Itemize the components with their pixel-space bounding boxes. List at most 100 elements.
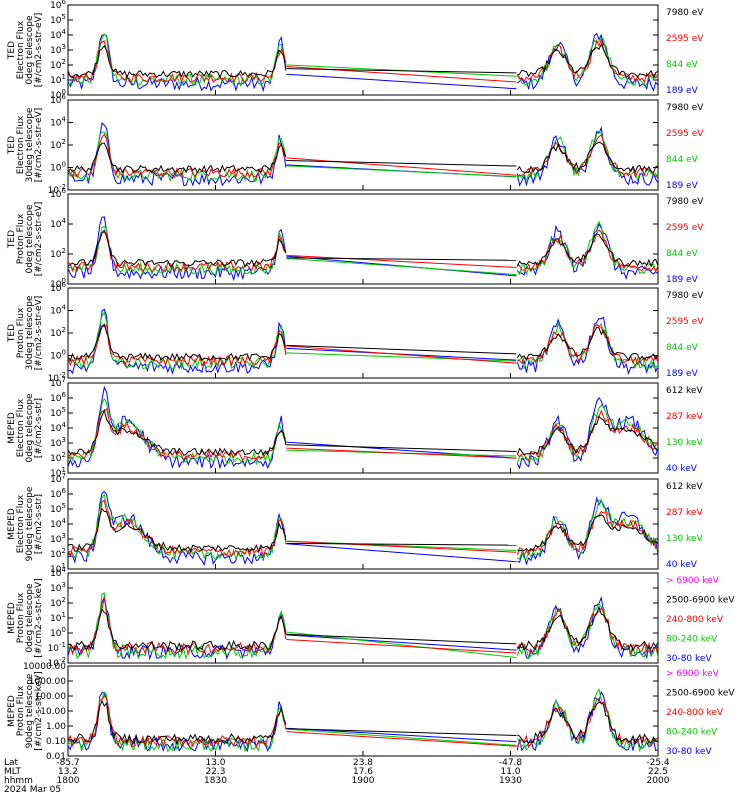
y-tick-label: 10-2 [48, 371, 66, 384]
y-axis-label: 90deg telescope [25, 486, 35, 561]
legend-entry: 844 eV [666, 249, 699, 259]
y-tick-label: 107 [50, 472, 66, 485]
series-gap-line [286, 352, 517, 362]
y-axis-label: [#/cm2-s-str-eV] [34, 296, 44, 371]
y-tick-label: 0.10 [46, 737, 66, 747]
legend-entry: 2595 eV [666, 34, 704, 44]
legend-entry: 2595 eV [666, 223, 704, 233]
y-axis-label: MEPED [7, 508, 17, 540]
y-tick-label: 103 [50, 532, 66, 545]
series-trace [516, 141, 659, 174]
legend-entry: 2595 eV [666, 317, 704, 327]
legend-entry: 844 eV [666, 155, 699, 165]
panel-2: 10-2 100 102 104 106 TED Electron Flux 30deg te… [7, 93, 704, 196]
series-trace [67, 133, 287, 179]
x-tick-hhmm: 1800 [57, 776, 80, 786]
y-tick-label: 104 [50, 421, 66, 434]
legend-entry: 40 keV [666, 464, 698, 474]
panel-frame [67, 478, 659, 570]
legend-entry: 130 keV [666, 534, 703, 544]
y-axis-label: Proton Flux [16, 213, 26, 264]
y-tick-label: 10-2 [48, 183, 66, 196]
series-gap-line [286, 159, 517, 167]
series-gap-line [286, 165, 517, 178]
series-trace [517, 36, 659, 87]
series-gap-line [286, 728, 517, 746]
legend-entry: 844 eV [666, 60, 699, 70]
y-axis-label: Proton Flux [16, 307, 26, 358]
legend-entry: 7980 eV [666, 103, 704, 113]
series-trace [516, 220, 659, 277]
x-tick-lat: -25.4 [646, 758, 670, 768]
x-tick-lat: 23.8 [353, 758, 373, 768]
series-trace [67, 308, 287, 376]
x-tick-mlt: 22.3 [205, 767, 225, 777]
series-gap-line [286, 447, 517, 459]
y-tick-label: 101 [50, 466, 66, 479]
y-axis-label: [#/cm2-s-str-keV] [34, 671, 44, 750]
x-tick-mlt: 13.2 [58, 767, 78, 777]
panel-4: 10-2 100 102 104 106 TED Proton Flux 30deg tele… [7, 281, 704, 384]
legend-entry: 30-80 keV [666, 747, 712, 757]
y-tick-label: 100 [50, 161, 66, 174]
panel-5: 101 102 103 104 105 106 107 MEPED Electron Flux 0… [7, 376, 703, 479]
legend-entry: 40 keV [666, 560, 698, 570]
series-trace [516, 326, 659, 362]
y-tick-label: 10-1 [48, 641, 66, 654]
y-tick-label: 104 [50, 566, 66, 579]
series-trace [517, 605, 659, 652]
x-row-label: MLT [4, 767, 22, 777]
legend-entry: 130 keV [666, 438, 703, 448]
series-trace [67, 398, 287, 466]
panel-6: 101 102 103 104 105 106 107 MEPED Electron Flux 9… [7, 472, 703, 575]
series-gap-line [286, 727, 517, 743]
y-axis-label: [#/cm2-s-str-eV] [34, 202, 44, 277]
y-axis-label: [#/cm2-s-str] [34, 398, 44, 458]
panel-7: 10-2 10-1 100 101 102 103 104 MEPED Proton Flux 0… [7, 566, 735, 669]
series-trace [67, 592, 287, 660]
legend-entry: 240-800 keV [666, 708, 724, 718]
y-tick-label: 106 [50, 281, 66, 294]
panel-frame [67, 99, 659, 191]
legend-entry: 189 eV [666, 181, 699, 191]
y-tick-label: 102 [50, 58, 66, 71]
legend-entry: 189 eV [666, 275, 699, 285]
series-trace [67, 131, 287, 183]
series-trace [516, 606, 659, 656]
y-tick-label: 105 [50, 502, 66, 515]
y-axis-label: [#/cm2-s-str-eV] [34, 13, 44, 88]
y-axis-label: [#/cm2-s-str-eV] [34, 108, 44, 183]
y-tick-label: 105 [50, 13, 66, 26]
series-trace [67, 507, 287, 553]
y-axis-label: 0deg telescope [25, 393, 35, 463]
y-tick-label: 102 [50, 326, 66, 339]
series-gap-line [286, 542, 517, 546]
series-trace [68, 33, 287, 88]
y-axis-label: TED [7, 230, 17, 249]
y-axis-label: [#/cm2-s-str-keV] [34, 578, 44, 657]
series-trace [516, 316, 659, 376]
x-tick-lat: -47.8 [499, 758, 523, 768]
y-tick-label: 100 [50, 626, 66, 639]
legend-entry: 287 keV [666, 412, 703, 422]
series-trace [516, 38, 659, 84]
legend-entry: 80-240 keV [666, 635, 718, 645]
series-trace [68, 493, 287, 561]
series-gap-line [286, 444, 517, 452]
x-tick-hhmm: 1930 [499, 776, 522, 786]
y-tick-label: 106 [50, 391, 66, 404]
series-trace [67, 408, 287, 457]
legend-entry: 7980 eV [666, 197, 704, 207]
legend-entry: 287 keV [666, 508, 703, 518]
series-gap-line [286, 254, 517, 268]
y-tick-label: 100 [50, 277, 66, 290]
y-tick-label: 103 [50, 436, 66, 449]
series-trace [516, 404, 659, 464]
series-gap-line [286, 344, 517, 355]
y-axis-label: MEPED [7, 695, 17, 727]
y-tick-label: 104 [50, 517, 66, 530]
y-tick-label: 104 [50, 116, 66, 129]
series-gap-line [286, 634, 517, 651]
y-tick-label: 10000.00 [23, 662, 66, 672]
y-axis-label: MEPED [7, 602, 17, 634]
